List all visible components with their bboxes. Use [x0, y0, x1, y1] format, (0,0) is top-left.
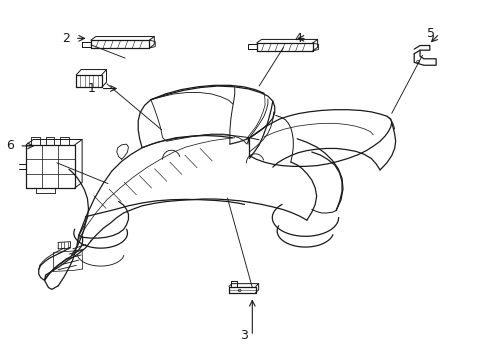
Text: 6: 6	[6, 139, 14, 152]
Text: 3: 3	[239, 329, 247, 342]
Text: 4: 4	[294, 32, 302, 45]
Text: 5: 5	[426, 27, 434, 40]
Text: 2: 2	[62, 32, 70, 45]
Text: 1: 1	[88, 82, 96, 95]
